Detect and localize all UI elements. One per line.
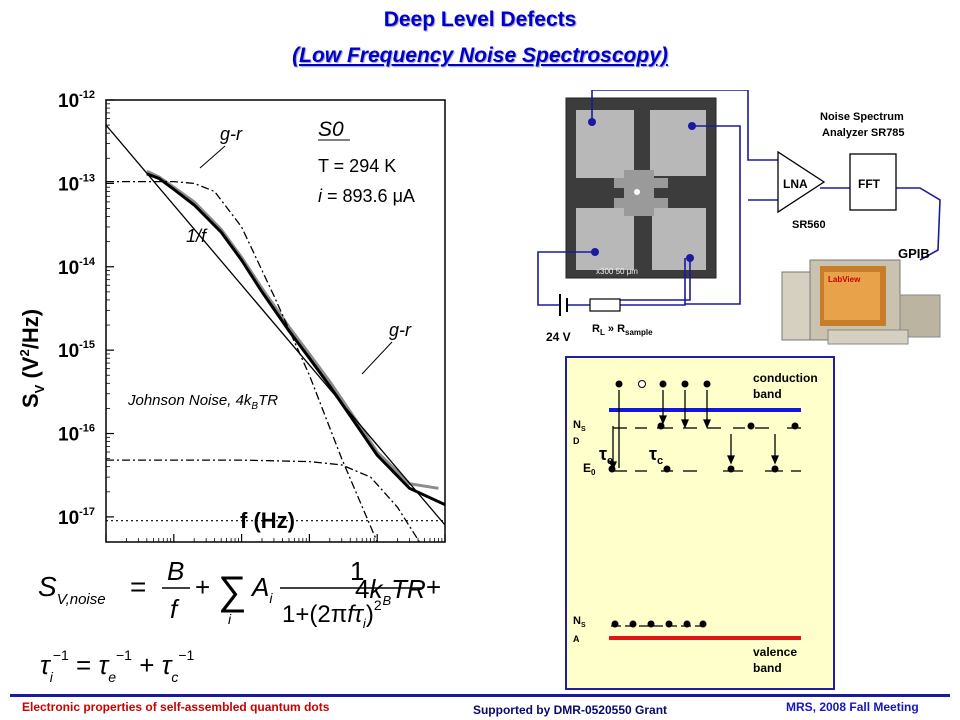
eq-one: 1 [350,556,364,586]
gpib-label: GPIB [898,246,930,261]
battery-label: 24 V [546,330,571,344]
plot-frame [105,99,446,543]
footer-center: Supported by DMR-0520550 Grant [472,703,668,717]
transition-arrows [609,390,779,471]
y-tick-label: 10-14 [58,256,96,279]
y-tick-label: 10-15 [58,339,95,362]
footer-left: Electronic properties of self-assembled … [22,700,330,714]
y-ticks: 10-12 10-13 10-14 10-15 10-16 10-17 [58,89,114,529]
tau-e-label: τe [599,444,613,467]
svg-text:τi−1 = τe−1 + τc−1: τi−1 = τe−1 + τc−1 [40,647,195,685]
sample-label: S0 [318,118,344,141]
eq-sum: ∑ [218,569,247,613]
tau-equation: τi−1 = τe−1 + τc−1 [40,647,195,685]
eq-plus-1: + [195,572,210,602]
e0-label: E0 [583,461,596,477]
analyzer-label-1: Noise Spectrum [820,111,904,123]
valence-label-2: band [753,661,782,675]
measurement-setup: x300 50 μm 24 V RL » Rsample LNA SR560 F… [537,90,941,345]
analyzer-label-2: Analyzer SR785 [822,127,905,139]
noise-spectrum-chart: 100101102103104105 10-1210-1310-1410-151… [17,89,446,543]
lna-label: LNA [783,177,808,191]
valence-label-1: valence [753,645,797,659]
y-tick-label: 10-17 [58,506,95,529]
eq-B: B [167,556,184,586]
eq-f: f [170,594,180,624]
eq-denominator: 1+(2πfτi)2 [282,597,382,631]
lna-amplifier [777,150,826,214]
one-over-f-label: 1/f [186,226,208,246]
conduction-label-1: conduction [753,371,818,385]
conduction-label-2: band [753,387,782,401]
gr-high-label: g-r [220,124,243,144]
current-label: i = 893.6 μA [318,186,415,206]
x-axis-title: f (Hz) [240,508,295,533]
y-tick-label: 10-13 [58,172,95,195]
sem-caption: x300 50 μm [596,267,638,276]
battery-symbol [559,294,568,316]
y-tick-label: 10-16 [58,423,95,446]
wiring [537,90,941,306]
eq-lhs: SV,noise [38,571,106,608]
johnson-label: Johnson Noise, 4kBTR [127,392,278,412]
temperature-label: T = 294 K [318,156,396,176]
ns-a-label: NS [573,615,586,629]
sr560-label: SR560 [792,219,826,231]
footer-right: MRS, 2008 Fall Meeting [786,700,919,714]
measured-gray-series [146,169,439,490]
band-diagram: conduction band NS D E0 τe τc [573,371,818,675]
conduction-electrons [615,380,711,388]
eq-johnson: + [426,572,441,602]
gr-high-pointer [199,145,226,169]
fft-label: FFT [858,177,881,191]
x-ticks: 100101102103104105 [105,534,446,542]
y-tick-label: 10-12 [58,89,95,112]
gr-low-dashdot-series [106,459,421,542]
fft-box [849,153,897,211]
noise-equation: SV,noise = B f + ∑ i Ai 1 1+(2πfτi)2 + [38,556,441,631]
tau-c-label: τc [649,444,663,467]
page-title: Deep Level Defects [383,8,577,31]
fit-bold-series [146,172,445,507]
acceptor-electrons [611,620,707,628]
chart-series [106,124,445,542]
y-axis-label: SV (V2/Hz) [17,309,47,408]
eq-johnson-text: 4kBTR [355,574,426,608]
eq-equals: = [130,571,146,602]
ns-d-label: NS [573,419,586,433]
eq-A: Ai [250,572,273,606]
footer-rule [10,694,950,697]
computer-icon [781,259,941,345]
one-over-f-line-series [106,124,445,526]
eq-sum-index: i [228,611,232,627]
labview-label: LabView [828,275,861,284]
d-label: D [573,436,580,446]
donor-electrons [657,422,799,430]
a-label: A [573,634,580,644]
svg-text:4kBTR: 4kBTR [355,574,426,608]
gr-high-dashdot-series [106,180,378,542]
load-resistor [589,298,621,312]
load-label: RL » Rsample [592,323,653,337]
page-subtitle: (Low Frequency Noise Spectroscopy) [292,44,668,67]
gr-low-pointer [361,341,393,375]
gr-low-label: g-r [389,320,412,340]
